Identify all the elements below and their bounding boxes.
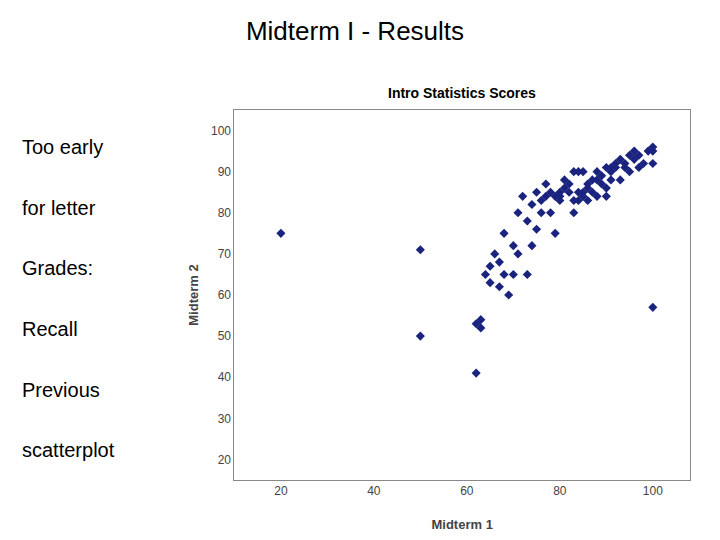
svg-text:for letter: for letter [22, 197, 96, 219]
svg-text:Midterm 1: Midterm 1 [431, 517, 492, 532]
svg-text:40: 40 [367, 484, 381, 498]
svg-text:80: 80 [553, 484, 567, 498]
svg-text:20: 20 [218, 453, 232, 467]
svg-text:Midterm I - Results: Midterm I - Results [246, 16, 464, 46]
svg-text:40: 40 [218, 370, 232, 384]
svg-text:Grades:: Grades: [22, 257, 93, 279]
svg-text:60: 60 [460, 484, 474, 498]
svg-text:Midterm 2: Midterm 2 [186, 264, 201, 325]
svg-text:60: 60 [218, 288, 232, 302]
svg-text:20: 20 [274, 484, 288, 498]
svg-text:80: 80 [218, 206, 232, 220]
svg-text:Too early: Too early [22, 136, 103, 158]
svg-text:scatterplot: scatterplot [22, 439, 115, 461]
svg-text:Intro Statistics Scores: Intro Statistics Scores [388, 85, 536, 101]
svg-text:70: 70 [218, 247, 232, 261]
svg-text:100: 100 [211, 124, 231, 138]
svg-text:Recall: Recall [22, 318, 78, 340]
svg-text:90: 90 [218, 165, 232, 179]
svg-text:100: 100 [643, 484, 663, 498]
svg-text:Previous: Previous [22, 379, 100, 401]
svg-text:30: 30 [218, 412, 232, 426]
svg-text:50: 50 [218, 329, 232, 343]
